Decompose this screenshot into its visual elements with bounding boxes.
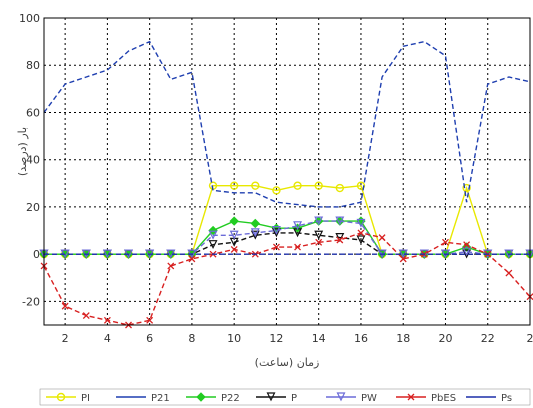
point-marker bbox=[82, 312, 90, 320]
legend-item: P bbox=[256, 392, 297, 404]
series-line bbox=[44, 220, 530, 255]
y-tick-label: 0 bbox=[33, 248, 40, 261]
point-marker bbox=[56, 392, 66, 402]
x-tick-label: 14 bbox=[312, 332, 326, 345]
point-marker bbox=[61, 302, 69, 310]
y-tick-label: 60 bbox=[26, 106, 40, 119]
point-marker bbox=[294, 243, 302, 251]
point-marker bbox=[462, 247, 472, 257]
point-marker bbox=[399, 255, 407, 263]
point-marker bbox=[314, 216, 324, 226]
point-marker bbox=[208, 240, 218, 250]
x-tick-label: 16 bbox=[354, 332, 368, 345]
x-tick-label: 6 bbox=[146, 332, 153, 345]
point-marker bbox=[167, 262, 175, 270]
legend-label: PbES bbox=[431, 393, 456, 404]
grid-lines bbox=[44, 17, 531, 325]
x-axis-label: (ساعت) زمان bbox=[255, 356, 320, 369]
point-marker bbox=[230, 245, 238, 253]
point-marker bbox=[272, 186, 281, 195]
point-marker bbox=[335, 183, 345, 193]
point-marker bbox=[356, 235, 366, 245]
point-marker bbox=[463, 241, 471, 249]
legend: PI P21 P22 P PW PbES Ps bbox=[39, 388, 531, 406]
point-marker bbox=[407, 393, 415, 401]
point-marker bbox=[208, 225, 218, 236]
x-tick-label: 2 bbox=[527, 332, 533, 345]
point-marker bbox=[208, 230, 218, 240]
point-marker bbox=[229, 230, 239, 240]
series-pbes bbox=[40, 229, 533, 329]
point-marker bbox=[229, 216, 239, 226]
point-marker bbox=[293, 221, 303, 231]
legend-item: PW bbox=[326, 392, 377, 404]
x-tick-label: 2 bbox=[62, 332, 69, 345]
series-p21 bbox=[43, 40, 531, 208]
y-tick-label: 80 bbox=[26, 59, 40, 72]
x-tick-label: 8 bbox=[188, 332, 195, 345]
x-tick-label: 20 bbox=[438, 332, 452, 345]
legend-item: PbES bbox=[396, 393, 456, 404]
point-marker bbox=[314, 230, 324, 240]
point-marker bbox=[314, 181, 323, 190]
point-marker bbox=[378, 234, 386, 242]
point-marker bbox=[356, 218, 366, 228]
x-tick-label: 12 bbox=[269, 332, 283, 345]
y-tick-label: 100 bbox=[19, 12, 40, 25]
point-marker bbox=[250, 218, 261, 229]
point-marker bbox=[293, 181, 302, 190]
point-marker bbox=[196, 392, 206, 402]
legend-item: Ps bbox=[466, 393, 512, 404]
point-marker bbox=[251, 181, 260, 190]
point-marker bbox=[357, 229, 365, 237]
series-line bbox=[43, 232, 531, 326]
legend-label: P bbox=[291, 393, 297, 404]
point-marker bbox=[266, 392, 276, 402]
series-line bbox=[43, 40, 531, 208]
point-marker bbox=[272, 243, 280, 251]
legend-item: P22 bbox=[186, 392, 240, 404]
series-pw bbox=[39, 216, 533, 259]
y-tick-label: 40 bbox=[26, 154, 40, 167]
legend-label: P22 bbox=[221, 393, 240, 404]
point-marker bbox=[188, 255, 196, 263]
legend-item: P21 bbox=[116, 393, 170, 404]
point-marker bbox=[336, 392, 346, 402]
x-tick-label: 18 bbox=[396, 332, 410, 345]
x-tick-label: 4 bbox=[104, 332, 111, 345]
series-pi bbox=[39, 181, 533, 259]
x-tick-label: 22 bbox=[481, 332, 495, 345]
point-marker bbox=[271, 225, 281, 235]
point-marker bbox=[336, 236, 344, 244]
point-marker bbox=[335, 233, 345, 242]
y-tick-labels: -20 0 20 40 60 80 100 bbox=[19, 12, 40, 308]
point-marker bbox=[271, 228, 281, 238]
legend-label: PI bbox=[81, 393, 90, 404]
point-marker bbox=[229, 181, 239, 190]
point-marker bbox=[103, 316, 111, 324]
legend-label: Ps bbox=[501, 393, 512, 404]
series-line bbox=[44, 220, 530, 255]
y-tick-label: -20 bbox=[22, 295, 40, 308]
series-layer bbox=[39, 40, 533, 329]
plot-frame bbox=[43, 17, 531, 326]
x-tick-labels: 2 4 6 8 10 12 14 16 18 20 22 2 bbox=[62, 332, 533, 345]
y-axis-label: (درصد) بار bbox=[16, 127, 29, 176]
legend-label: PW bbox=[361, 393, 377, 404]
point-marker bbox=[335, 216, 345, 226]
point-marker bbox=[250, 230, 260, 240]
x-tick-label: 10 bbox=[227, 332, 241, 345]
y-tick-label: 20 bbox=[26, 201, 40, 214]
point-marker bbox=[250, 228, 260, 238]
legend-item: PI bbox=[46, 392, 90, 404]
point-marker bbox=[315, 238, 323, 246]
point-marker bbox=[505, 269, 513, 277]
point-marker bbox=[442, 238, 449, 246]
point-marker bbox=[462, 183, 471, 193]
legend-label: P21 bbox=[151, 393, 170, 404]
point-marker bbox=[146, 316, 154, 324]
